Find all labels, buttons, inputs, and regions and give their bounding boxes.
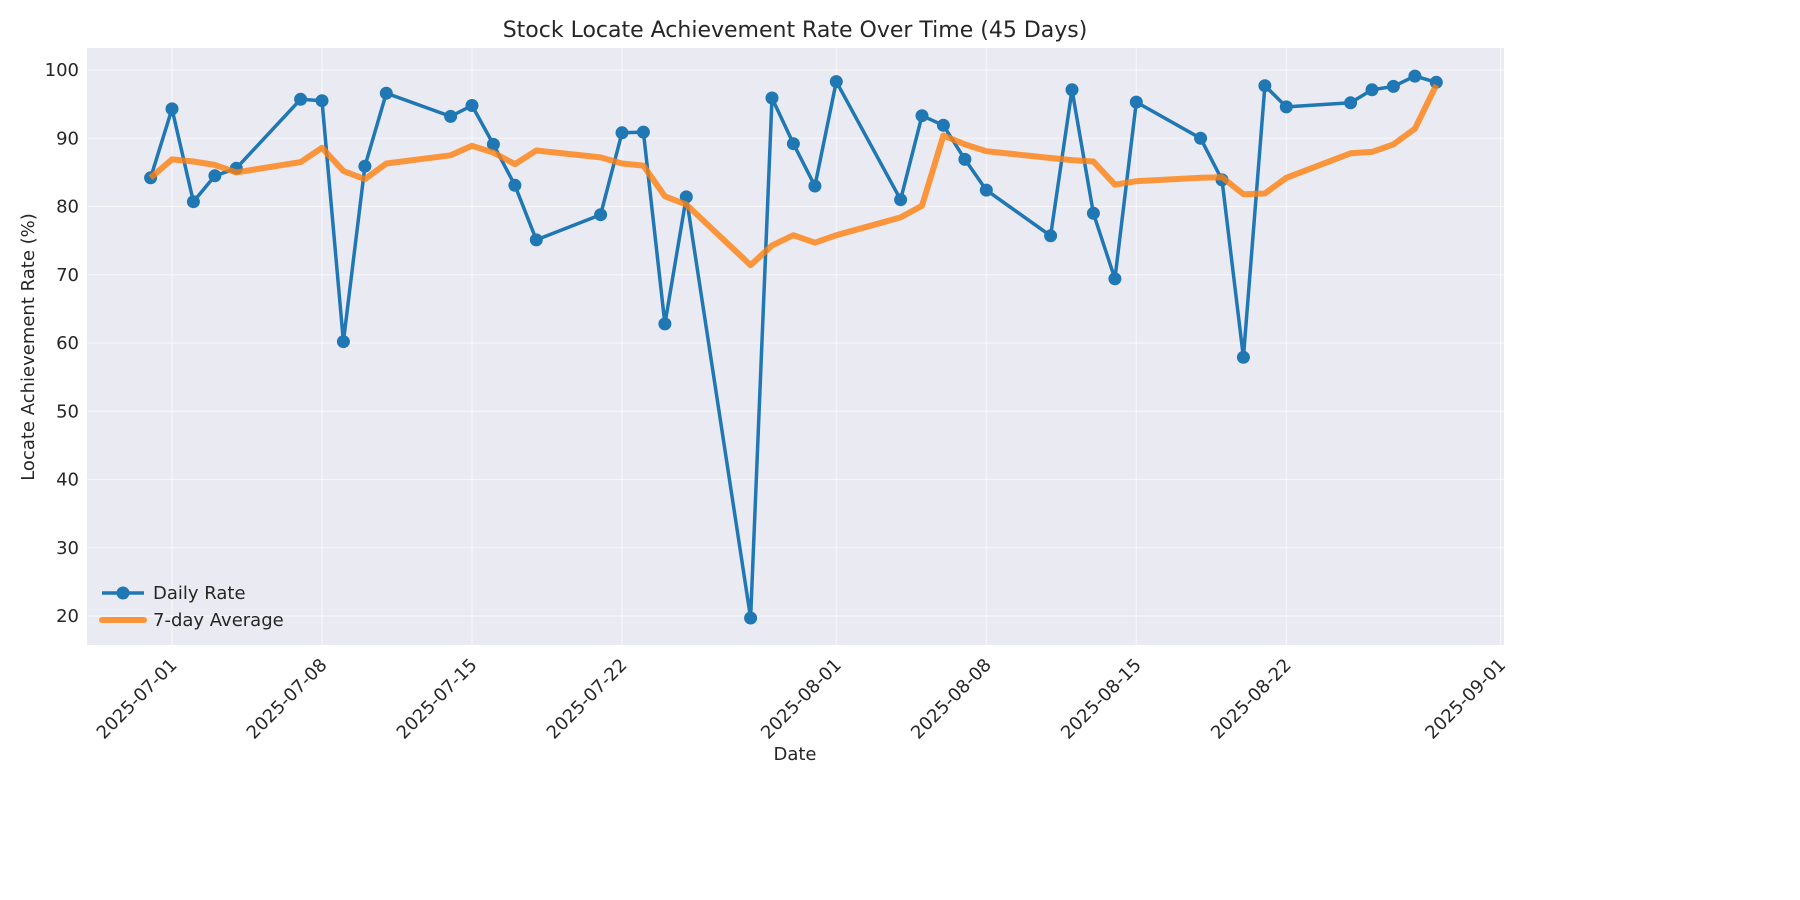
data-point	[208, 169, 222, 183]
data-point	[444, 109, 458, 123]
data-point	[1236, 350, 1250, 364]
series-layer	[144, 69, 1443, 625]
data-point	[336, 335, 350, 349]
data-point	[165, 102, 179, 116]
y-axis-label: Locate Achievement Rate (%)	[18, 213, 39, 481]
data-point	[486, 137, 500, 151]
legend-item-7-day-average: 7-day Average	[99, 610, 284, 631]
daily-rate-markers	[144, 69, 1443, 625]
data-point	[1065, 83, 1079, 97]
data-point	[829, 75, 843, 89]
y-tick-label: 20	[56, 606, 79, 627]
legend-marker-icon	[116, 586, 130, 600]
data-point	[1408, 69, 1422, 83]
data-point	[744, 611, 758, 625]
y-tick-label: 80	[56, 197, 79, 218]
data-point	[1386, 79, 1400, 93]
legend-label: Daily Rate	[153, 583, 246, 604]
data-point	[1086, 206, 1100, 220]
data-point	[636, 125, 650, 139]
data-point	[1194, 131, 1208, 145]
data-point	[808, 179, 822, 193]
y-tick-label: 30	[56, 538, 79, 559]
x-axis-label: Date	[773, 744, 816, 765]
y-axis-ticks: 20 30 40 50 60 70 80 90 100	[45, 60, 79, 627]
data-point	[1279, 100, 1293, 114]
y-tick-label: 100	[45, 60, 79, 81]
data-point	[615, 126, 629, 140]
data-point	[294, 92, 308, 106]
legend: Daily Rate 7-day Average	[99, 583, 284, 631]
chart-title: Stock Locate Achievement Rate Over Time …	[503, 18, 1088, 43]
y-tick-label: 50	[56, 401, 79, 422]
legend-item-daily-rate: Daily Rate	[102, 583, 246, 604]
data-point	[958, 152, 972, 166]
data-point	[915, 109, 929, 123]
data-point	[465, 99, 479, 112]
data-point	[658, 317, 672, 331]
data-point	[1344, 96, 1358, 110]
data-point	[765, 91, 779, 105]
data-point	[1258, 79, 1272, 93]
data-point	[1044, 229, 1058, 243]
data-point	[358, 159, 372, 173]
data-point	[594, 208, 608, 222]
data-point	[315, 94, 329, 108]
y-tick-label: 40	[56, 470, 79, 491]
legend-label: 7-day Average	[153, 610, 284, 631]
seven-day-average-line	[148, 83, 1439, 269]
data-point	[1108, 272, 1122, 286]
y-tick-label: 60	[56, 333, 79, 354]
data-point	[936, 118, 950, 132]
data-point	[529, 233, 543, 247]
data-point	[979, 183, 993, 197]
data-point	[379, 86, 393, 100]
data-point	[1365, 83, 1379, 97]
y-tick-label: 70	[56, 265, 79, 286]
data-point	[1129, 95, 1143, 109]
data-point	[786, 137, 800, 151]
data-point	[894, 193, 908, 207]
data-point	[186, 195, 200, 209]
y-tick-label: 90	[56, 128, 79, 149]
data-point	[508, 178, 522, 192]
